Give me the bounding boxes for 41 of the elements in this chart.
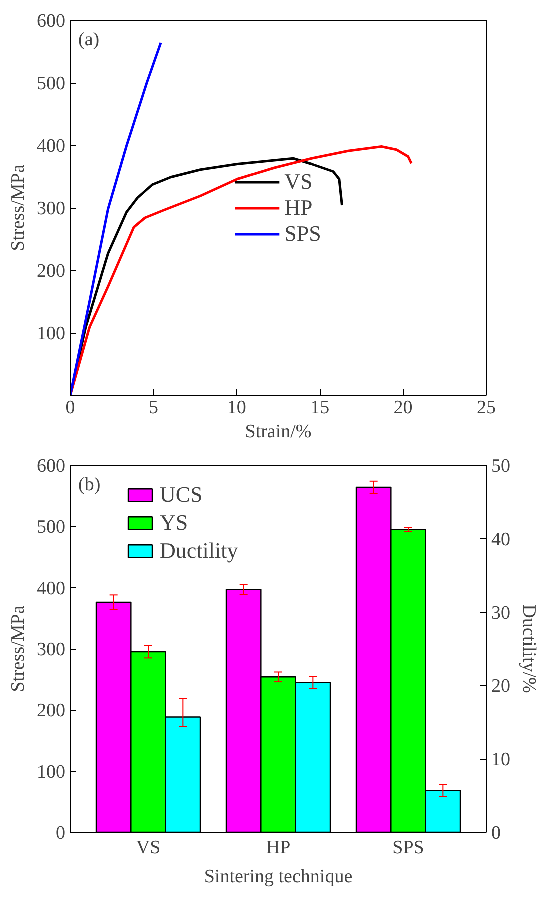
x-axis-title: Strain/%	[245, 422, 312, 442]
legend-label: Ductility	[160, 538, 238, 564]
y-tick-label: 100	[37, 324, 66, 344]
x-tick-label: 25	[477, 398, 496, 418]
y2-tick-label: 0	[492, 823, 501, 844]
y2-tick-label: 10	[492, 750, 510, 771]
y-tick-label: 200	[37, 261, 66, 282]
y-tick-label: 300	[37, 198, 66, 220]
y-tick-label: 200	[37, 700, 66, 722]
legend-label: HP	[284, 194, 313, 220]
y2-tick-label: 40	[492, 529, 510, 550]
y-tick-label: 500	[37, 517, 66, 538]
y-tick-label: 600	[37, 456, 66, 477]
y2-axis-title: Ductility/%	[518, 604, 540, 694]
x-tick-label: 10	[227, 398, 246, 418]
legend-label: UCS	[160, 482, 203, 508]
line-series	[70, 146, 413, 396]
y-tick-label: 300	[37, 640, 66, 660]
y-tick-label: 600	[37, 11, 66, 32]
y-tick-label: 100	[37, 762, 66, 783]
legend-label: VS	[284, 168, 313, 194]
y-tick-label: 0	[56, 823, 66, 844]
annotation: (b)	[78, 474, 101, 496]
x-tick-label: 15	[310, 398, 330, 418]
y2-tick-label: 20	[492, 676, 510, 698]
legend-label: YS	[160, 510, 188, 536]
y2-tick-label: 30	[492, 602, 510, 624]
y2-tick-label: 50	[492, 456, 510, 477]
x-axis-title: Sintering technique	[204, 866, 353, 888]
y-tick-label: 400	[37, 578, 66, 600]
x-tick-label: 20	[394, 398, 413, 418]
annotation: (a)	[78, 30, 100, 50]
y-tick-label: 500	[37, 74, 66, 94]
y-axis-title: Stress/MPa	[8, 605, 29, 692]
y-axis-title: Stress/MPa	[8, 164, 29, 252]
x-tick-label: 5	[148, 398, 158, 418]
x-tick-label: SPS	[392, 838, 424, 858]
y-tick-label: 400	[37, 136, 66, 157]
x-tick-label: VS	[136, 838, 161, 858]
legend-label: SPS	[284, 220, 322, 246]
x-tick-label: HP	[266, 838, 291, 858]
